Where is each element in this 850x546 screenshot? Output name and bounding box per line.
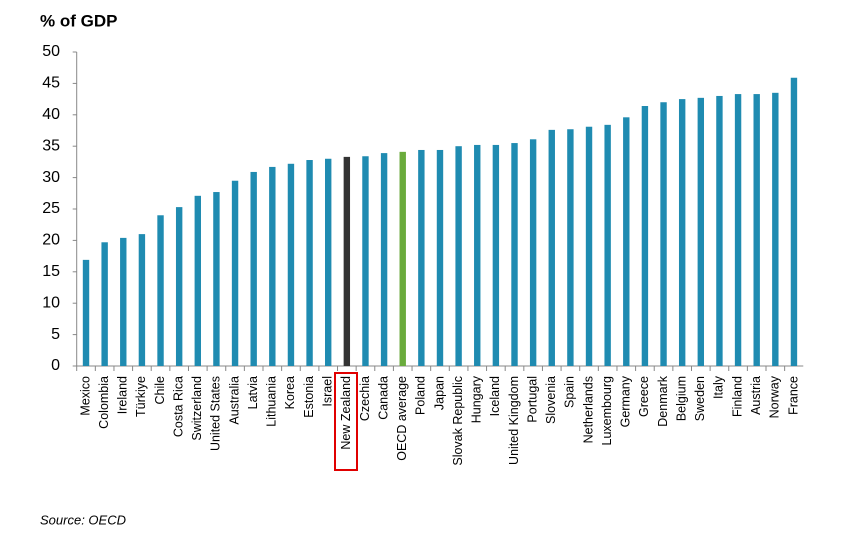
y-tick-label: 5 [51,326,60,343]
y-tick-label: 35 [42,137,60,154]
x-tick-label: Denmark [656,375,670,426]
bar [157,215,164,366]
x-tick-label: Japan [432,376,446,410]
x-tick-label: Canada [376,376,390,420]
bar [585,126,593,367]
x-tick-label: Chile [153,376,167,405]
bar [399,151,406,366]
x-tick-label: Türkiye [134,376,148,417]
bar [306,160,313,366]
bar [772,92,779,366]
bar [604,124,611,367]
x-tick-label: Czechia [358,376,372,421]
x-tick-label: United States [209,376,223,451]
x-tick-label: Sweden [693,376,707,421]
x-tick-label: Mexico [78,376,92,416]
y-tick-label: 0 [51,357,60,374]
y-tick-label: 30 [42,169,60,186]
x-tick-label: Ireland [116,376,130,414]
bar [287,163,295,366]
x-tick-label: Slovak Republic [451,376,465,466]
x-tick-label: Netherlands [581,376,595,443]
bar [734,94,742,367]
bar [138,234,146,366]
x-tick-label: Belgium [674,376,688,421]
bar [623,117,630,366]
bar [641,106,649,367]
x-tick-label: Lithuania [265,376,279,427]
x-tick-label: Norway [768,375,782,418]
x-tick-label: Hungary [470,375,484,423]
x-tick-label: Costa Rica [171,376,185,437]
bar [716,95,723,367]
bar [474,144,481,366]
x-tick-label: Colombia [97,376,111,429]
x-tick-label: Korea [283,376,297,409]
bar [380,153,388,366]
bar [213,192,220,366]
x-tick-label: Spain [563,376,577,408]
bar [567,129,574,366]
y-tick-label: 10 [42,294,60,311]
x-tick-label: Germany [619,375,633,427]
x-tick-label: Australia [227,376,241,425]
x-tick-label: OECD average [395,376,409,461]
x-tick-label: Greece [637,376,651,417]
bar [343,156,351,366]
x-tick-label: New Zealand [339,376,353,450]
y-tick-label: 15 [42,263,60,280]
bar [529,139,537,366]
y-tick-label: 45 [42,75,60,92]
bar [660,102,667,367]
x-tick-label: Switzerland [190,376,204,441]
x-tick-label: Finland [730,376,744,417]
bar [325,158,332,366]
bar [175,207,183,366]
bar [418,149,425,366]
y-tick-label: 20 [42,232,60,249]
bar [548,129,555,366]
x-tick-label: Poland [414,376,428,415]
bar [269,166,276,366]
x-tick-label: Israel [321,376,335,407]
x-tick-label: Iceland [488,376,502,416]
x-tick-label: Slovenia [544,376,558,424]
y-tick-label: 40 [42,106,60,123]
bar [101,242,108,366]
x-tick-label: Luxembourg [600,376,614,446]
x-tick-label: Portugal [525,376,539,423]
bar [697,97,705,367]
y-tick-label: 50 [42,43,60,60]
bar [362,156,369,366]
x-tick-label: France [786,376,800,415]
bar [231,180,239,366]
x-tick-label: Austria [749,376,763,415]
bar [194,195,201,366]
bar [82,259,90,366]
highlight-box [334,372,358,471]
bar [436,149,444,366]
bar [250,171,257,366]
x-tick-label: United Kingdom [507,376,521,465]
x-tick-label: Italy [712,375,726,399]
bar [511,143,518,366]
bar [790,77,798,367]
y-tick-label: 25 [42,200,60,217]
bar [455,146,462,366]
bar [678,99,686,366]
bar [492,144,500,366]
x-tick-label: Estonia [302,376,316,418]
source-note: Source: OECD [40,512,126,527]
bar [120,237,127,366]
x-tick-label: Latvia [246,376,260,409]
bar [753,94,760,367]
chart-title: % of GDP [40,11,117,30]
